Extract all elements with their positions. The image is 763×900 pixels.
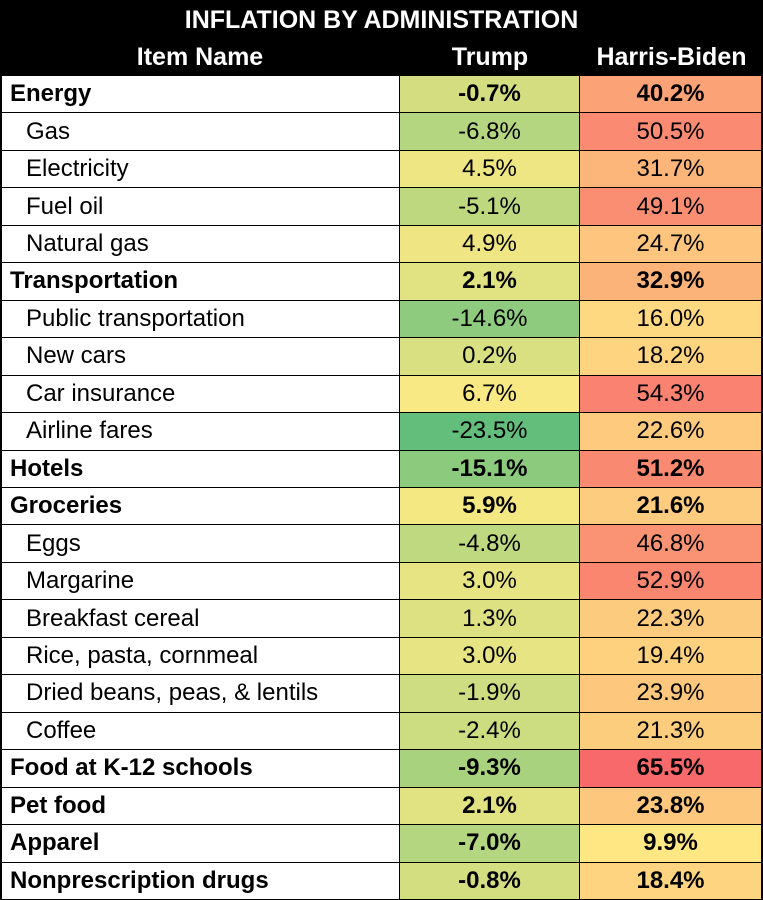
item-name: Energy (0, 76, 400, 113)
value-cell: -6.8% (400, 113, 580, 150)
value-cell: 0.2% (400, 338, 580, 375)
value-cell: 19.4% (580, 637, 763, 675)
value-cell: 32.9% (580, 263, 763, 300)
group-row: Energy -0.7% 40.2% (0, 76, 763, 114)
item-name: Food at K-12 schools (0, 750, 400, 787)
value-cell: -15.1% (400, 450, 580, 487)
item-row: Airline fares -23.5% 22.6% (0, 413, 763, 451)
item-name: Rice, pasta, cornmeal (0, 637, 400, 675)
item-name: Hotels (0, 450, 400, 487)
item-name: Pet food (0, 787, 400, 825)
column-header: Trump (451, 43, 529, 71)
item-row: Dried beans, peas, & lentils -1.9% 23.9% (0, 675, 763, 713)
value-cell: 52.9% (580, 562, 763, 600)
value-cell: 4.9% (400, 225, 580, 263)
value-cell: -0.7% (400, 76, 580, 113)
item-name: Airline fares (0, 413, 400, 450)
item-name: Apparel (0, 825, 400, 862)
item-name: Transportation (0, 263, 400, 300)
group-row: Pet food 2.1% 23.8% (0, 787, 763, 826)
value-cell: 22.3% (580, 600, 763, 637)
item-row: Electricity 4.5% 31.7% (0, 150, 763, 189)
header-row: Item Name Trump Harris-Biden (0, 38, 763, 76)
value-cell: -14.6% (400, 300, 580, 338)
value-cell: -1.9% (400, 675, 580, 712)
item-name: Car insurance (0, 375, 400, 413)
item-row: Breakfast cereal 1.3% 22.3% (0, 600, 763, 638)
value-cell: 31.7% (580, 150, 763, 188)
value-cell: 3.0% (400, 637, 580, 675)
item-name: New cars (0, 338, 400, 375)
value-cell: -4.8% (400, 525, 580, 562)
item-row: Public transportation -14.6% 16.0% (0, 300, 763, 339)
group-row: Hotels -15.1% 51.2% (0, 450, 763, 488)
value-cell: 9.9% (580, 825, 763, 862)
group-row: Food at K-12 schools -9.3% 65.5% (0, 750, 763, 788)
value-cell: 18.2% (580, 338, 763, 375)
item-row: Eggs -4.8% 46.8% (0, 525, 763, 563)
item-name: Fuel oil (0, 188, 400, 225)
item-name: Eggs (0, 525, 400, 562)
value-cell: 18.4% (580, 862, 763, 899)
value-cell: 23.8% (580, 787, 763, 825)
table-header: INFLATION BY ADMINISTRATION Item Name Tr… (0, 0, 763, 76)
value-cell: 6.7% (400, 375, 580, 413)
value-cell: 2.1% (400, 263, 580, 300)
value-cell: 2.1% (400, 787, 580, 825)
value-cell: -23.5% (400, 413, 580, 450)
value-cell: 21.3% (580, 712, 763, 750)
item-row: Natural gas 4.9% 24.7% (0, 225, 763, 264)
item-name: Natural gas (0, 225, 400, 263)
item-row: Gas -6.8% 50.5% (0, 113, 763, 151)
item-name: Breakfast cereal (0, 600, 400, 637)
value-cell: 50.5% (580, 113, 763, 150)
value-cell: 16.0% (580, 300, 763, 338)
value-cell: -9.3% (400, 750, 580, 787)
value-cell: 3.0% (400, 562, 580, 600)
column-header: Item Name (136, 43, 264, 71)
group-row: Groceries 5.9% 21.6% (0, 487, 763, 526)
value-cell: -2.4% (400, 712, 580, 750)
item-name: Electricity (0, 150, 400, 188)
item-row: Fuel oil -5.1% 49.1% (0, 188, 763, 226)
value-cell: 65.5% (580, 750, 763, 787)
item-row: Margarine 3.0% 52.9% (0, 562, 763, 601)
item-row: Coffee -2.4% 21.3% (0, 712, 763, 751)
item-row: Car insurance 6.7% 54.3% (0, 375, 763, 414)
value-cell: 54.3% (580, 375, 763, 413)
column-header: Harris-Biden (596, 43, 747, 71)
item-row: Rice, pasta, cornmeal 3.0% 19.4% (0, 637, 763, 676)
group-row: Apparel -7.0% 9.9% (0, 825, 763, 863)
value-cell: 51.2% (580, 450, 763, 487)
value-cell: 21.6% (580, 487, 763, 525)
value-cell: 40.2% (580, 76, 763, 113)
value-cell: -7.0% (400, 825, 580, 862)
value-cell: 23.9% (580, 675, 763, 712)
value-cell: 22.6% (580, 413, 763, 450)
item-name: Margarine (0, 562, 400, 600)
value-cell: 46.8% (580, 525, 763, 562)
value-cell: 24.7% (580, 225, 763, 263)
value-cell: -5.1% (400, 188, 580, 225)
table-title: INFLATION BY ADMINISTRATION (184, 6, 579, 34)
value-cell: 49.1% (580, 188, 763, 225)
group-row: Transportation 2.1% 32.9% (0, 263, 763, 301)
value-cell: 1.3% (400, 600, 580, 637)
value-cell: 5.9% (400, 487, 580, 525)
group-row: Nonprescription drugs -0.8% 18.4% (0, 862, 763, 900)
item-name: Coffee (0, 712, 400, 750)
item-row: New cars 0.2% 18.2% (0, 338, 763, 376)
item-name: Nonprescription drugs (0, 862, 400, 899)
item-name: Public transportation (0, 300, 400, 338)
item-name: Dried beans, peas, & lentils (0, 675, 400, 712)
value-cell: 4.5% (400, 150, 580, 188)
value-cell: -0.8% (400, 862, 580, 899)
item-name: Groceries (0, 487, 400, 525)
item-name: Gas (0, 113, 400, 150)
